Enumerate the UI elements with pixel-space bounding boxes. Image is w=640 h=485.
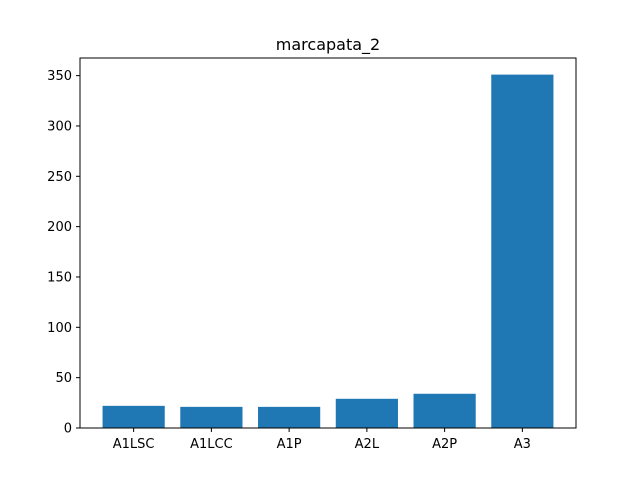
bar-a2p <box>413 393 476 428</box>
y-tick-label: 200 <box>47 220 72 235</box>
bar-a1lcc <box>180 406 243 428</box>
x-axis: A1LSC A1LCC A1P A2L A2P A3 <box>113 428 531 452</box>
x-tick-label: A2L <box>355 437 380 452</box>
bar-a1p <box>258 406 321 428</box>
plot-frame <box>79 57 577 429</box>
x-tick-label: A1P <box>277 437 302 452</box>
y-tick-label: 350 <box>47 69 72 84</box>
bars-group <box>102 74 554 429</box>
y-tick-label: 250 <box>47 170 72 185</box>
y-tick-label: 50 <box>55 371 72 386</box>
x-tick-label: A2P <box>432 437 457 452</box>
y-tick-label: 100 <box>47 321 72 336</box>
y-axis: 0 50 100 150 200 250 300 350 <box>47 69 80 437</box>
bar-a3 <box>491 74 554 429</box>
x-tick-label: A1LCC <box>190 437 233 452</box>
chart-title: marcapata_2 <box>276 35 380 55</box>
y-tick-label: 300 <box>47 119 72 134</box>
x-tick-label: A3 <box>514 437 531 452</box>
bar-a1lsc <box>102 405 165 428</box>
y-tick-label: 150 <box>47 270 72 285</box>
bar-a2l <box>335 398 398 428</box>
x-tick-label: A1LSC <box>113 437 155 452</box>
y-tick-label: 0 <box>64 422 72 437</box>
